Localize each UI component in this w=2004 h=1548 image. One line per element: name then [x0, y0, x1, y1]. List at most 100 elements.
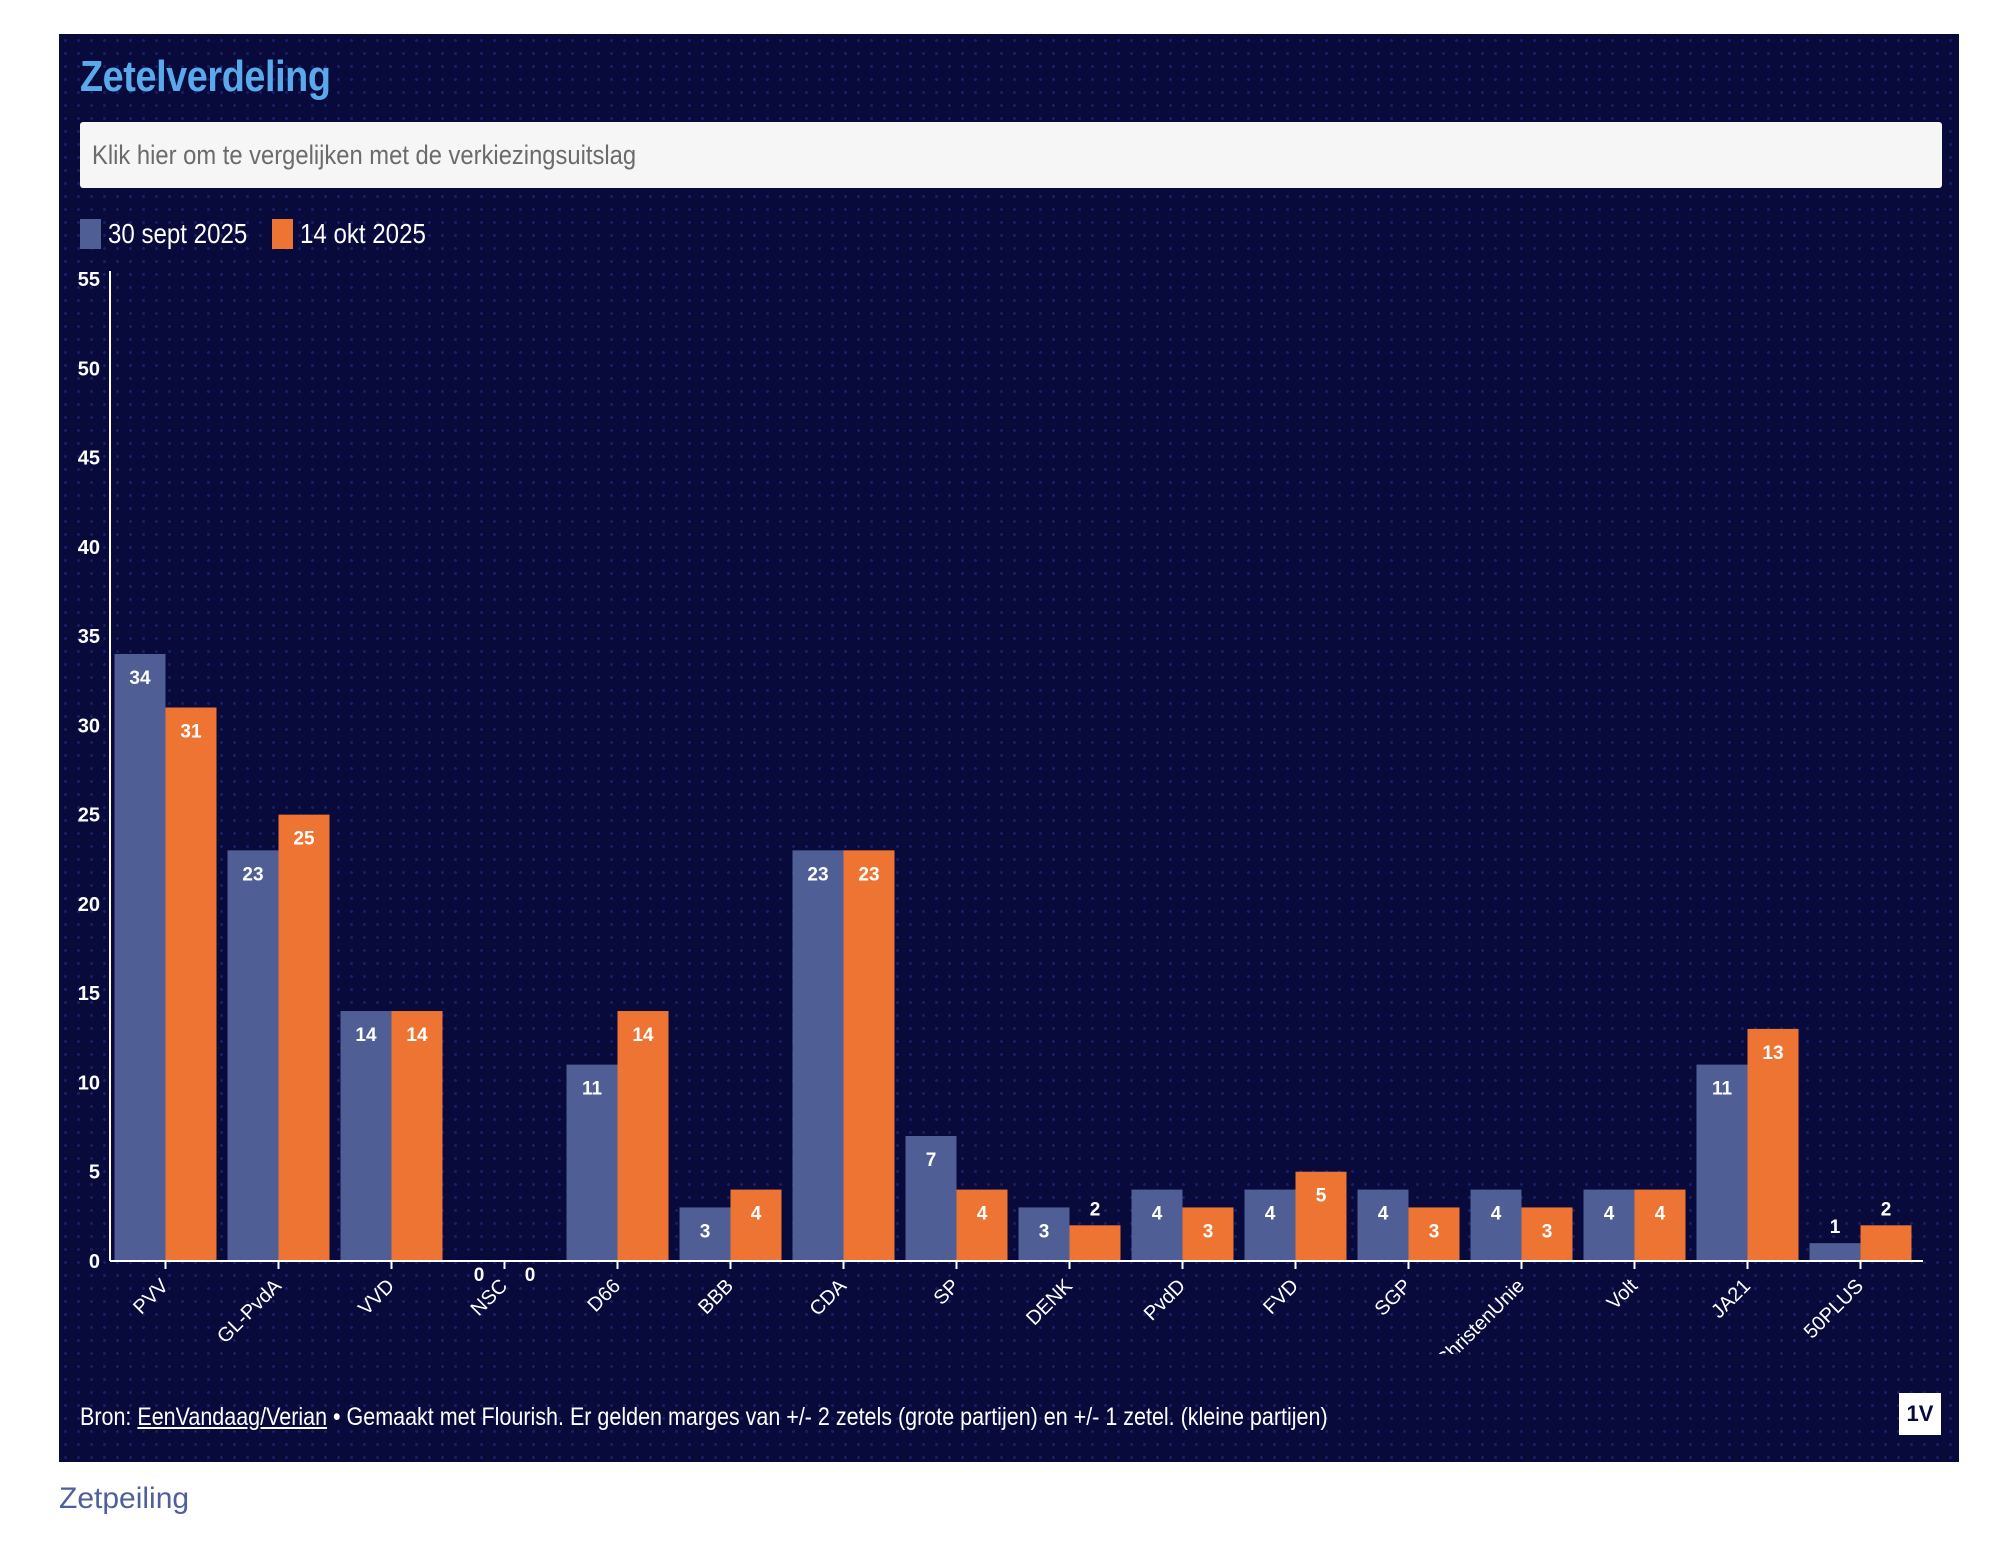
legend-item-series-1[interactable]: 30 sept 2025	[80, 218, 258, 250]
bar-value-label: 2	[1881, 1199, 1892, 1220]
y-tick-label: 45	[78, 448, 100, 470]
bar[interactable]	[391, 1011, 443, 1261]
legend-item-series-2[interactable]: 14 okt 2025	[272, 218, 450, 250]
legend-label-series-2: 14 okt 2025	[300, 218, 426, 249]
bar[interactable]	[340, 1011, 392, 1261]
bar-value-label: 13	[1762, 1043, 1783, 1064]
bar[interactable]	[1470, 1189, 1522, 1261]
bar-value-label: 14	[632, 1025, 654, 1046]
y-tick-label: 15	[78, 983, 100, 1005]
bar[interactable]	[165, 707, 217, 1261]
bar-value-label: 4	[977, 1204, 988, 1225]
x-tick-label: VVD	[354, 1275, 399, 1320]
y-tick-label: 35	[78, 626, 100, 648]
y-tick-label: 0	[89, 1251, 100, 1273]
bar[interactable]	[1408, 1207, 1460, 1261]
bar[interactable]	[679, 1207, 731, 1261]
x-tick-label: ChristenUnie	[1432, 1275, 1529, 1354]
bar[interactable]	[617, 1011, 669, 1261]
chart-caption: Zetpeiling	[59, 1482, 190, 1515]
bar-value-label: 2	[1090, 1199, 1101, 1220]
bar[interactable]	[730, 1189, 782, 1261]
bar[interactable]	[1357, 1189, 1409, 1261]
x-tick-label: PVV	[129, 1275, 173, 1319]
bar-value-label: 1	[1830, 1217, 1841, 1238]
bar-value-label: 25	[293, 829, 315, 850]
bar[interactable]	[1131, 1189, 1183, 1261]
eenvandaag-logo[interactable]: 1V	[1899, 1393, 1941, 1435]
y-tick-label: 40	[78, 537, 100, 559]
legend-swatch-series-2	[272, 219, 293, 249]
source-note: • Gemaakt met Flourish. Er gelden marges…	[327, 1403, 1328, 1431]
bar-value-label: 3	[1429, 1221, 1440, 1242]
bar-value-label: 3	[700, 1221, 711, 1242]
bar-value-label: 23	[807, 864, 828, 885]
bar-value-label: 7	[926, 1150, 937, 1171]
x-tick-label: BBB	[694, 1275, 738, 1319]
x-tick-label: GL-PvdA	[213, 1275, 286, 1348]
bar[interactable]	[1182, 1207, 1234, 1261]
legend-label-series-1: 30 sept 2025	[108, 218, 248, 249]
bar-value-label: 14	[355, 1025, 377, 1046]
bar[interactable]	[1069, 1225, 1121, 1261]
source-prefix: Bron:	[80, 1403, 138, 1431]
bar-value-label: 4	[1265, 1204, 1276, 1225]
compare-election-button[interactable]: Klik hier om te vergelijken met de verki…	[80, 122, 1942, 188]
bar[interactable]	[114, 653, 166, 1261]
bar[interactable]	[1809, 1243, 1861, 1261]
bar[interactable]	[278, 814, 330, 1261]
x-tick-label: FVD	[1259, 1275, 1303, 1319]
bar[interactable]	[1521, 1207, 1573, 1261]
y-axis: 0 5 10 15 20 25 30 35 40 45 50 55	[78, 269, 111, 1273]
bar-value-label: 0	[525, 1265, 536, 1286]
y-tick-label: 20	[78, 894, 100, 916]
bar-value-label: 5	[1316, 1186, 1327, 1207]
bar-value-label: 3	[1039, 1221, 1050, 1242]
y-tick-label: 25	[78, 805, 100, 827]
x-tick-label: Volt	[1603, 1275, 1642, 1314]
x-tick-label: 50PLUS	[1800, 1275, 1868, 1343]
bar-value-label: 14	[406, 1025, 428, 1046]
bars	[114, 653, 1912, 1261]
bar[interactable]	[1244, 1189, 1296, 1261]
bar-value-label: 4	[1491, 1204, 1502, 1225]
bar[interactable]	[1747, 1028, 1799, 1261]
bar[interactable]	[566, 1064, 618, 1261]
bar-value-label: 11	[1712, 1079, 1733, 1100]
bar[interactable]	[792, 850, 844, 1261]
bar[interactable]	[1295, 1171, 1347, 1261]
bar[interactable]	[905, 1136, 957, 1261]
bar-value-label: 4	[1378, 1204, 1389, 1225]
y-tick-label: 50	[78, 358, 100, 380]
x-tick-label: PvdD	[1140, 1275, 1190, 1325]
bar[interactable]	[1583, 1189, 1635, 1261]
bar-value-label: 3	[1542, 1221, 1553, 1242]
y-tick-label: 5	[89, 1162, 100, 1184]
legend-swatch-series-1	[80, 219, 101, 249]
bar-value-label: 31	[180, 722, 202, 743]
bar[interactable]	[1696, 1064, 1748, 1261]
bar[interactable]	[227, 850, 279, 1261]
bar-value-label: 4	[751, 1204, 762, 1225]
y-tick-label: 30	[78, 715, 100, 737]
x-tick-label: SGP	[1371, 1275, 1416, 1320]
compare-election-label: Klik hier om te vergelijken met de verki…	[92, 139, 637, 170]
bar-value-label: 4	[1152, 1204, 1163, 1225]
bar-value-label: 3	[1203, 1221, 1214, 1242]
x-tick-label: DENK	[1022, 1275, 1077, 1330]
y-tick-label: 55	[78, 269, 100, 291]
bar-value-label: 0	[474, 1265, 485, 1286]
x-tick-label: D66	[584, 1275, 626, 1317]
source-link[interactable]: EenVandaag/Verian	[137, 1403, 328, 1431]
bar[interactable]	[956, 1189, 1008, 1261]
bar[interactable]	[1634, 1189, 1686, 1261]
bar-value-label: 23	[858, 864, 879, 885]
bar[interactable]	[843, 850, 895, 1261]
bar[interactable]	[1018, 1207, 1070, 1261]
x-tick-label: SP	[930, 1275, 964, 1309]
bar[interactable]	[1860, 1225, 1912, 1261]
bar-value-label: 23	[242, 864, 263, 885]
x-tick-label: CDA	[806, 1275, 852, 1321]
